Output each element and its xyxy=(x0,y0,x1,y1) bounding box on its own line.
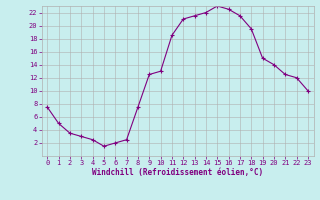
X-axis label: Windchill (Refroidissement éolien,°C): Windchill (Refroidissement éolien,°C) xyxy=(92,168,263,177)
